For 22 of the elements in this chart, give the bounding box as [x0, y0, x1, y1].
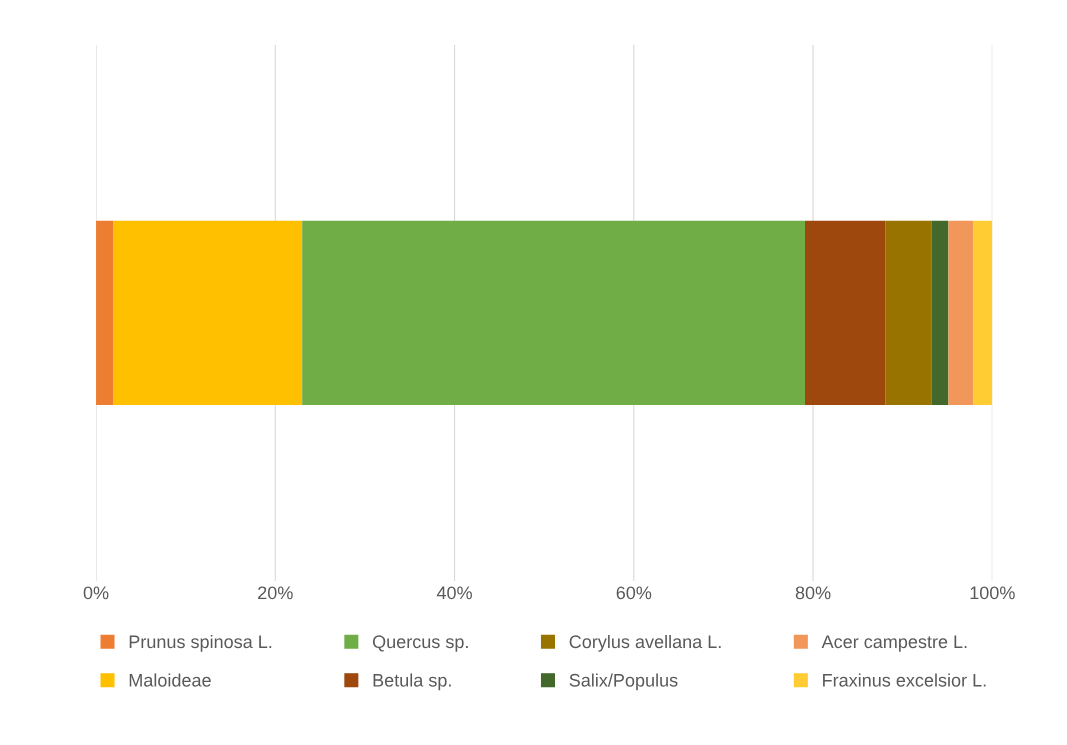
- bar: [948, 220, 974, 406]
- legend-label: Maloideae: [129, 673, 211, 687]
- legend-label: Prunus spinosa L.: [129, 634, 272, 652]
- bar: [302, 220, 805, 406]
- legend-label: Fraxinus excelsior L.: [823, 673, 986, 687]
- x-tick-label: 0%: [83, 586, 109, 600]
- bar: [804, 220, 886, 406]
- legend-label: Quercus sp.: [372, 635, 468, 652]
- x-tick-label: 40%: [436, 586, 472, 600]
- legend-label: Acer campestre L.: [821, 635, 967, 652]
- legend-label: Salix/Populus: [569, 673, 678, 691]
- bar: [96, 220, 114, 406]
- x-tick-label: 60%: [616, 586, 652, 600]
- legend-label: Corylus avellana L.: [569, 634, 721, 652]
- x-tick-label: 80%: [795, 586, 831, 600]
- legend-label: Betula sp.: [373, 673, 451, 691]
- x-tick-label: 20%: [258, 586, 293, 600]
- x-tick-label: 100%: [970, 586, 1015, 600]
- bar: [113, 220, 303, 406]
- bar: [931, 220, 949, 406]
- bar: [973, 220, 993, 406]
- bar: [885, 220, 932, 406]
